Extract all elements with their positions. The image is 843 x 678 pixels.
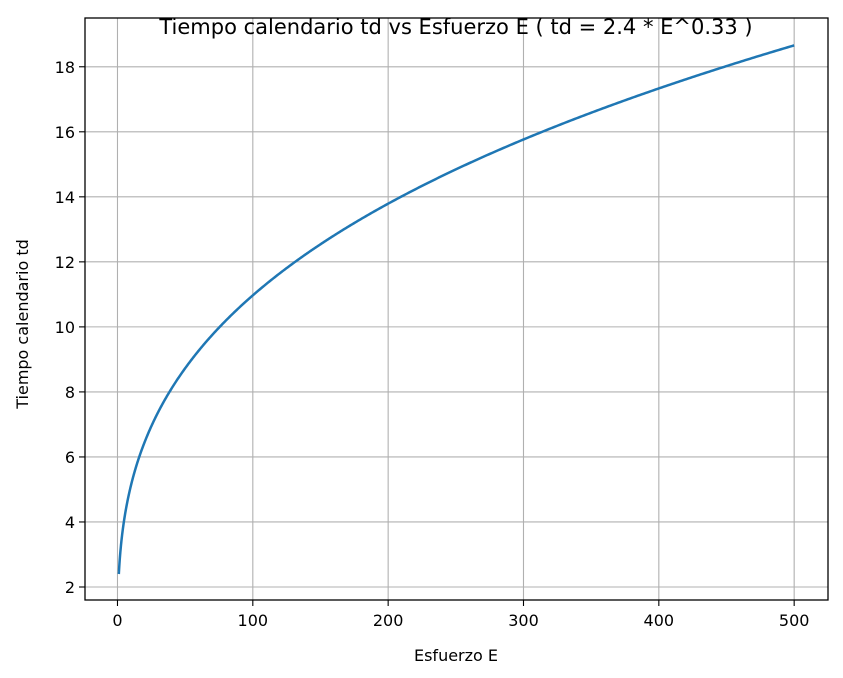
y-tick-label: 18 (55, 58, 75, 77)
chart-title: Tiempo calendario td vs Esfuerzo E ( td … (158, 15, 752, 39)
y-tick-label: 8 (65, 383, 75, 402)
ticks: 0 100 200 300 400 500 2 4 6 8 10 12 14 16 18 (55, 58, 810, 630)
x-tick-label: 200 (373, 611, 404, 630)
x-tick-label: 500 (779, 611, 810, 630)
grid (85, 18, 828, 600)
y-tick-label: 16 (55, 123, 75, 142)
y-tick-label: 12 (55, 253, 75, 272)
y-axis-title: Tiempo calendario td (13, 239, 32, 410)
y-tick-label: 2 (65, 578, 75, 597)
y-tick-label: 6 (65, 448, 75, 467)
plot-frame (84, 17, 829, 601)
x-tick-label: 0 (112, 611, 122, 630)
y-tick-label: 4 (65, 513, 75, 532)
y-tick-label: 10 (55, 318, 75, 337)
x-tick-label: 400 (644, 611, 675, 630)
x-tick-label: 300 (508, 611, 539, 630)
x-axis-title: Esfuerzo E (414, 646, 498, 665)
series-line (117, 44, 795, 576)
y-tick-label: 14 (55, 188, 75, 207)
x-tick-label: 100 (238, 611, 269, 630)
